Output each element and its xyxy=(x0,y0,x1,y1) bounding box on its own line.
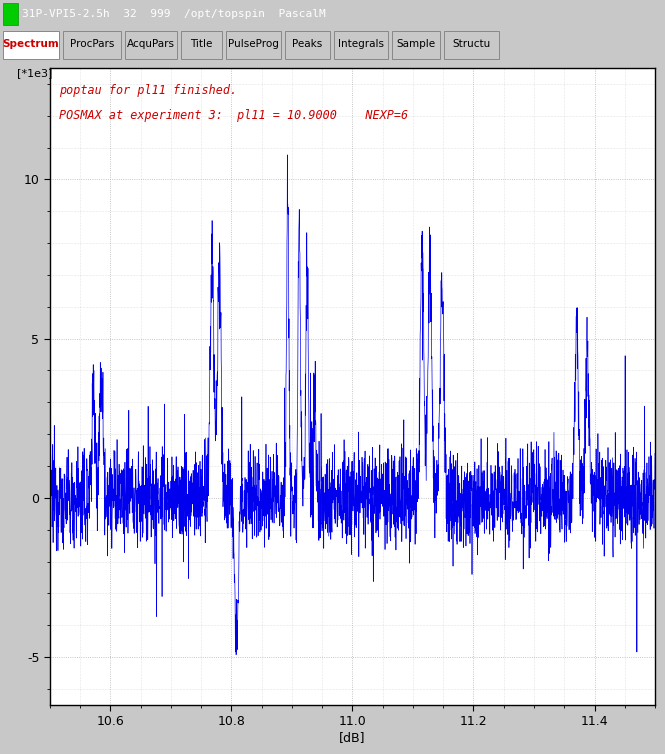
Text: Title: Title xyxy=(190,39,213,49)
FancyBboxPatch shape xyxy=(392,31,440,59)
Text: PulseProg: PulseProg xyxy=(228,39,279,49)
FancyBboxPatch shape xyxy=(444,31,499,59)
FancyBboxPatch shape xyxy=(285,31,330,59)
Text: poptau for pl11 finished.: poptau for pl11 finished. xyxy=(59,84,237,97)
X-axis label: [dB]: [dB] xyxy=(339,731,366,744)
FancyBboxPatch shape xyxy=(181,31,222,59)
FancyBboxPatch shape xyxy=(63,31,121,59)
FancyBboxPatch shape xyxy=(125,31,177,59)
FancyBboxPatch shape xyxy=(334,31,388,59)
FancyBboxPatch shape xyxy=(3,31,59,59)
Text: ProcPars: ProcPars xyxy=(70,39,114,49)
Text: [*1e3]: [*1e3] xyxy=(17,68,52,78)
Text: Integrals: Integrals xyxy=(338,39,384,49)
Text: 31P-VPI5-2.5h  32  999  /opt/topspin  PascalM: 31P-VPI5-2.5h 32 999 /opt/topspin Pascal… xyxy=(22,9,326,20)
FancyBboxPatch shape xyxy=(226,31,281,59)
Text: Structu: Structu xyxy=(452,39,491,49)
Text: POSMAX at experiment 3:  pl11 = 10.9000    NEXP=6: POSMAX at experiment 3: pl11 = 10.9000 N… xyxy=(59,109,408,122)
Text: AcquPars: AcquPars xyxy=(127,39,175,49)
Text: Peaks: Peaks xyxy=(292,39,323,49)
Text: Spectrum: Spectrum xyxy=(3,39,59,49)
Bar xyxy=(3,4,18,25)
Text: Sample: Sample xyxy=(397,39,436,49)
